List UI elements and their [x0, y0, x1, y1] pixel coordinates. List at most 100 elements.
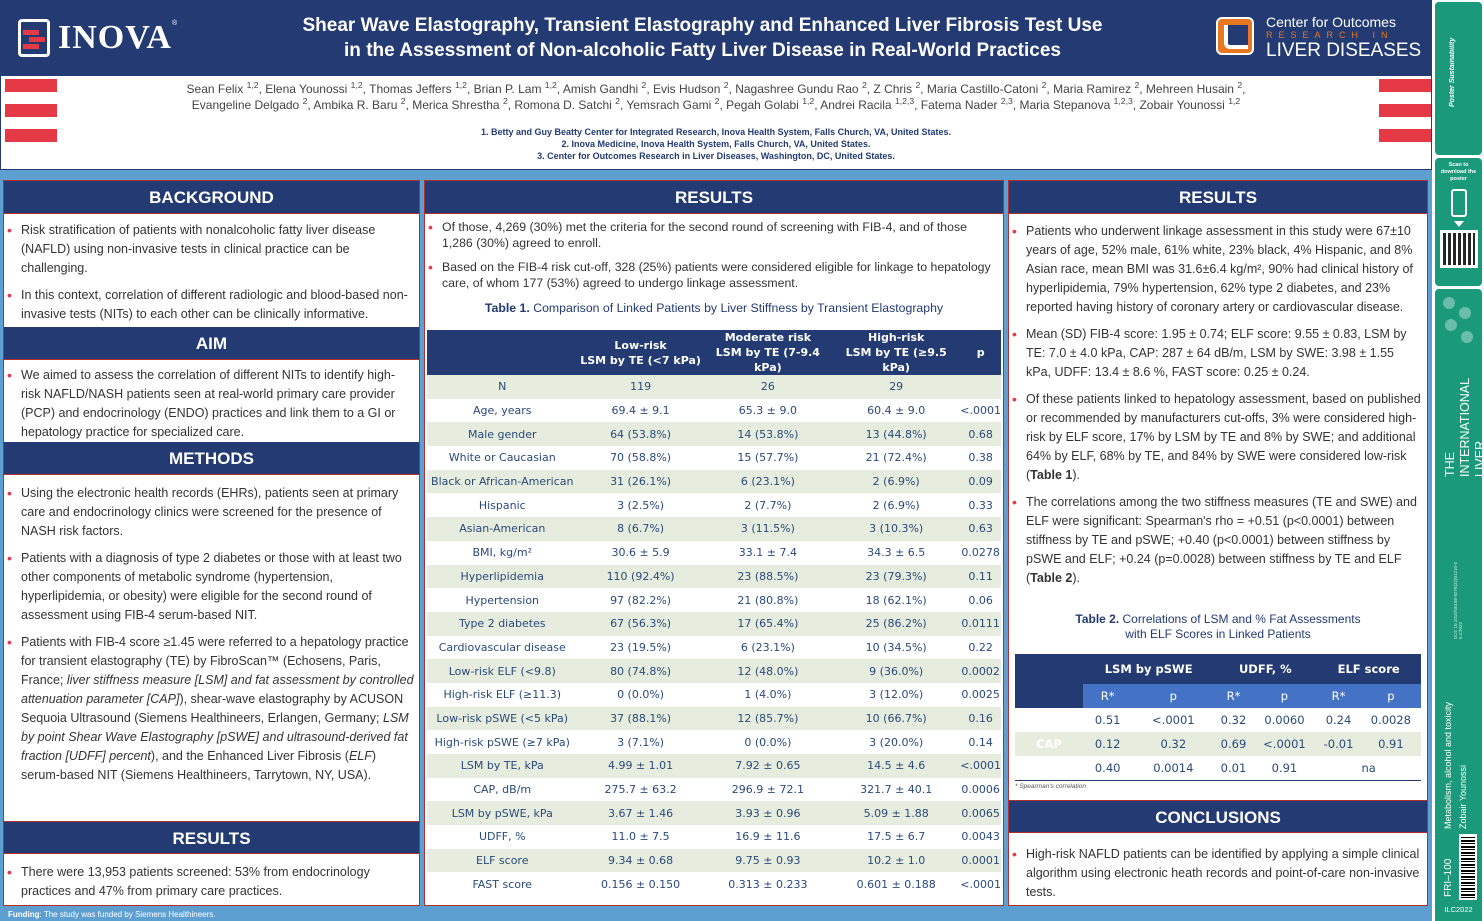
table-row: LSM by TE, kPa 4.99 ± 1.01 7.92 ± 0.65 14.5…	[427, 754, 1001, 778]
author-affiliation: 1,2	[544, 80, 557, 90]
table-row: Type 2 diabetes 67 (56.3%) 17 (65.4%) 25 (8…	[427, 611, 1001, 636]
table-cell: UDFF, %	[427, 825, 578, 849]
inova-wordmark: INOVA	[58, 19, 172, 56]
author-name: Zobair Younossi	[1139, 98, 1225, 112]
table-cell: 3 (2.5%)	[577, 493, 704, 518]
table-cell: 2 (6.9%)	[832, 469, 961, 494]
table-cell: Hypertension	[427, 588, 578, 612]
table-cell: 10.2 ± 1.0	[832, 848, 961, 873]
author-name: Maria Castillo-Catoni	[926, 82, 1039, 96]
table-cell: BMI, kg/m²	[427, 540, 578, 565]
aim-heading: AIM	[4, 327, 419, 360]
table-cell: 0.68	[960, 422, 1001, 447]
table-cell: Hyperlipidemia	[427, 564, 578, 589]
table-cell: 37 (88.1%)	[577, 706, 704, 731]
poster-body: BACKGROUND Risk stratification of patien…	[0, 170, 1432, 921]
table1-header: Low-risk LSM by TE (<7 kPa)	[577, 330, 704, 375]
table-cell: 9 (36.0%)	[832, 659, 961, 683]
conclusions-heading: CONCLUSIONS	[1009, 800, 1427, 833]
table-cell: 0.0111	[960, 611, 1001, 636]
author-affiliation: 2	[1041, 80, 1047, 90]
background-heading: BACKGROUND	[4, 181, 419, 214]
background-list: Risk stratification of patients with non…	[4, 214, 419, 327]
table1-header	[427, 330, 578, 375]
table-cell: 25 (86.2%)	[832, 611, 961, 636]
author-name: Ambika R. Baru	[313, 98, 398, 112]
table-cell: 11.0 ± 7.5	[577, 825, 704, 849]
left-column: BACKGROUND Risk stratification of patien…	[3, 180, 420, 906]
table-cell: 2 (6.9%)	[832, 493, 961, 518]
qr-code[interactable]	[1439, 230, 1478, 268]
table-cell: 64 (53.8%)	[577, 422, 704, 447]
table-cell: 14 (53.8%)	[703, 422, 833, 447]
author-name: Z Chris	[873, 82, 913, 96]
author-affiliation: 2	[861, 80, 867, 90]
table-cell: 65.3 ± 9.0	[703, 398, 833, 423]
results-list-middle: Of those, 4,269 (30%) met the criteria f…	[425, 214, 1003, 291]
funding-footer: Funding: The study was funded by Siemens…	[0, 908, 1432, 921]
author-affiliation: 2	[1134, 80, 1140, 90]
cord-icon	[1216, 17, 1254, 55]
table-row: Male gender 64 (53.8%) 14 (53.8%) 13 (44.8%…	[427, 422, 1001, 447]
table-cell: 0.16	[960, 706, 1001, 731]
middle-column: RESULTS Of those, 4,269 (30%) met the cr…	[424, 180, 1004, 906]
author-affiliation: 1,2,3	[1113, 96, 1133, 106]
table-row: ELF score 9.34 ± 0.68 9.75 ± 0.93 10.2 ± 1.…	[427, 848, 1001, 873]
table-cell: 29	[832, 375, 961, 399]
table-cell: 3 (20.0%)	[832, 730, 961, 754]
table-cell: 12 (85.7%)	[703, 706, 833, 731]
table-cell: 119	[577, 375, 704, 399]
congress-sidebar: Poster Sustainability Scan to download t…	[1433, 0, 1484, 921]
list-item: Mean (SD) FIB-4 score: 1.95 ± 0.74; ELF …	[1011, 325, 1421, 382]
table-cell: 0.0002	[960, 659, 1001, 683]
arrow-down-icon	[1453, 221, 1464, 227]
table-cell: 17 (65.4%)	[703, 611, 833, 636]
table-row: CAP, dB/m 275.7 ± 63.2 296.9 ± 72.1 321.7 ±…	[427, 777, 1001, 802]
qr-download-panel[interactable]: Scan to download the poster	[1435, 158, 1482, 286]
table-cell: 321.7 ± 40.1	[832, 777, 961, 802]
decorative-stripes-right	[1379, 79, 1431, 154]
table-row: UDFF, % 11.0 ± 7.5 16.9 ± 11.6 17.5 ± 6.7 0.…	[427, 825, 1001, 849]
congress-logo-dots	[1439, 293, 1479, 353]
congress-title: THE INTERNATIONAL LIVER CONGRESS™	[1443, 378, 1484, 477]
author-affiliation: 2	[723, 80, 729, 90]
list-item: Patients with FIB-4 score ≥1.45 were ref…	[6, 633, 415, 785]
author-affiliation: 1,2	[350, 80, 363, 90]
author-affiliation: 1,2	[454, 80, 467, 90]
table-cell: Low-risk ELF (<9.8)	[427, 659, 578, 683]
table-cell: High-risk pSWE (≥7 kPa)	[427, 730, 578, 754]
table1-header: p	[960, 330, 1001, 375]
table-cell: 8 (6.7%)	[577, 517, 704, 541]
table-cell: High-risk ELF (≥11.3)	[427, 682, 578, 707]
table-cell: 70 (58.8%)	[577, 446, 704, 470]
table-cell: 1 (4.0%)	[703, 682, 833, 707]
table-row: Hispanic 3 (2.5%) 2 (7.7%) 2 (6.9%) 0.33	[427, 493, 1001, 518]
table-cell: 12 (48.0%)	[703, 659, 833, 683]
table-row: BMI, kg/m² 30.6 ± 5.9 33.1 ± 7.4 34.3 ± 6.5…	[427, 540, 1001, 565]
table-row: White or Caucasian 70 (58.8%) 15 (57.7%) 21…	[427, 446, 1001, 470]
table-cell: 31 (26.1%)	[577, 469, 704, 494]
table-row: Low-risk pSWE (<5 kPa) 37 (88.1%) 12 (85.7…	[427, 706, 1001, 731]
author-name: Sean Felix	[186, 82, 244, 96]
table-row: Low-risk ELF (<9.8) 80 (74.8%) 12 (48.0%) 9…	[427, 659, 1001, 683]
table-cell: 10 (66.7%)	[832, 706, 961, 731]
poster-code: FRI–100	[1443, 858, 1454, 897]
table-cell: 3.93 ± 0.96	[703, 801, 833, 826]
right-column: RESULTS Patients who underwent linkage a…	[1008, 180, 1428, 906]
methods-heading: METHODS	[4, 442, 419, 475]
author-affiliation: 2	[502, 96, 508, 106]
table-cell: Low-risk pSWE (<5 kPa)	[427, 706, 578, 731]
table-cell: 33.1 ± 7.4	[703, 540, 833, 565]
table-cell: Age, years	[427, 398, 578, 423]
table-cell: 69.4 ± 9.1	[577, 398, 704, 423]
list-item: Patients with a diagnosis of type 2 diab…	[6, 549, 415, 625]
table-cell: 0.0025	[960, 682, 1001, 707]
table-cell: 0.0001	[960, 848, 1001, 873]
table-cell: <.0001	[960, 872, 1001, 897]
list-item: Patients who underwent linkage assessmen…	[1011, 222, 1421, 317]
table-cell: 14.5 ± 4.6	[832, 754, 961, 778]
table-cell: N	[427, 375, 578, 399]
table-cell: 4.99 ± 1.01	[577, 754, 704, 778]
table-cell: 0.33	[960, 493, 1001, 518]
table-cell: 6 (23.1%)	[703, 635, 833, 660]
